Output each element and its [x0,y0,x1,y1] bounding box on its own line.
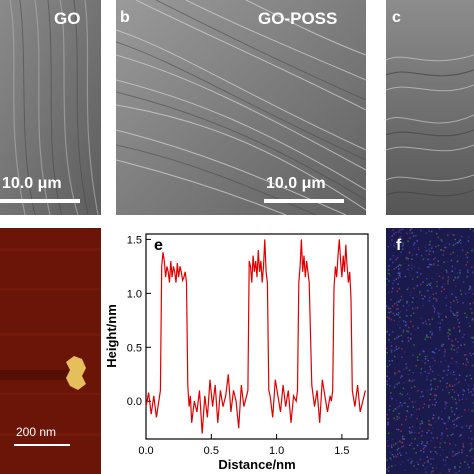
afm-scale-bar [14,444,70,446]
afm-scale-bar-label: 200 nm [16,425,57,439]
panel-label-f: f [396,237,402,254]
panel-label-b: b [120,9,130,26]
afm-flake [66,356,86,390]
y-tick-label: 1.5 [127,234,142,246]
sem-panel-go-poss: b GO-POSS 10.0 μm [116,0,366,215]
height-profile-line [145,239,366,434]
elemental-map-panel: f [386,228,474,474]
x-tick-label: 0.5 [204,445,219,457]
scale-bar-label-a: 10.0 μm [2,175,62,192]
sample-label-go: GO [54,9,81,28]
sem-image-go [0,0,101,215]
scale-bar-a [0,199,80,203]
y-tick-label: 0.5 [127,342,142,354]
y-tick-label: 1.0 [127,288,142,300]
sem-image-go-poss [116,0,366,215]
x-tick-label: 1.0 [269,445,284,457]
sample-label-go-poss: GO-POSS [258,9,338,28]
elemental-map-image [386,228,474,474]
panel-label-c: c [392,9,401,26]
height-profile-plot: 0.0 0.5 1.0 1.5 0.0 0.5 1.0 1.5 e Distance/nm H… [104,228,380,474]
x-tick-label: 1.5 [334,445,349,457]
y-axis-label: Height/nm [104,304,119,368]
height-profile-chart: 0.0 0.5 1.0 1.5 0.0 0.5 1.0 1.5 e Distance/nm H… [104,228,380,474]
afm-image [0,228,101,474]
plot-frame [145,233,369,440]
scale-bar-label-b: 10.0 μm [266,175,326,192]
sem-image-c [386,0,474,215]
sem-panel-go: GO 10.0 μm [0,0,101,215]
y-tick-label: 0.0 [127,396,142,408]
panel-label-e: e [154,237,163,254]
x-axis-label: Distance/nm [218,457,295,472]
sem-panel-c: c [386,0,474,215]
x-tick-label: 0.0 [138,445,153,457]
scale-bar-b [264,199,344,203]
afm-image-panel: 200 nm [0,228,101,474]
